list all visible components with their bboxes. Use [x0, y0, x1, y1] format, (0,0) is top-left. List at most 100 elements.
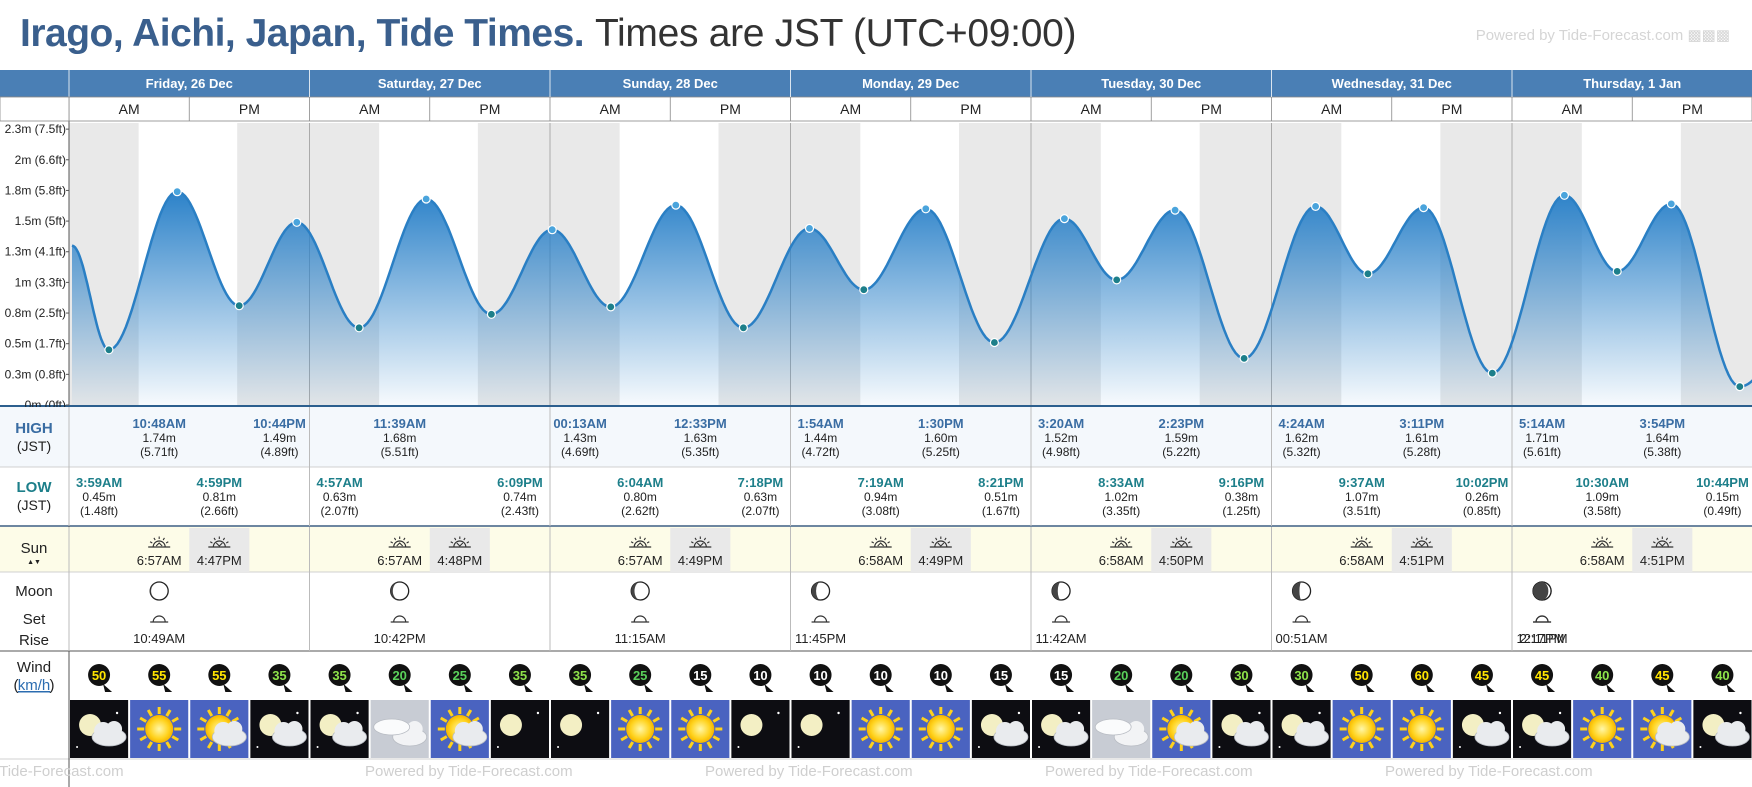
high-tide-point[interactable] — [671, 200, 681, 210]
wind-speed: 15 — [994, 668, 1008, 683]
wind-badge — [328, 664, 353, 692]
high-tide-time: 10:48AM — [132, 416, 185, 431]
sunrise-time: 6:58AM — [1339, 553, 1384, 568]
am-label: AM — [119, 101, 140, 117]
low-tide-time: 7:19AM — [858, 475, 904, 490]
sun-toggle-arrows[interactable]: ▲▼ — [27, 559, 41, 566]
sunny-icon — [1573, 700, 1632, 758]
low-tide-point[interactable] — [989, 337, 1000, 348]
high-tide-feet: (4.69ft) — [561, 445, 599, 459]
sunset-cell-bg — [1391, 528, 1452, 572]
sunrise-icon — [629, 536, 652, 548]
overcast-icon — [1092, 700, 1151, 758]
wind-badge — [629, 664, 654, 692]
low-tide-point[interactable] — [1735, 382, 1745, 392]
moonset-icon — [1292, 615, 1311, 623]
y-tick-label: 1m (3.3ft) — [15, 275, 66, 289]
pm-label: PM — [479, 101, 500, 117]
low-tide-point[interactable] — [1239, 353, 1249, 363]
wind-badge — [989, 664, 1014, 692]
high-tide-point[interactable] — [1170, 205, 1180, 215]
wind-speed: 10 — [873, 668, 887, 683]
high-tide-feet: (5.61ft) — [1523, 445, 1561, 459]
high-tide-time: 3:54PM — [1640, 416, 1686, 431]
moon-row-label: Moon — [15, 583, 53, 600]
low-tide-time: 9:16PM — [1219, 475, 1265, 490]
moonrise-icon — [1052, 615, 1071, 623]
sunny-icon — [851, 700, 910, 758]
wind-badge — [268, 664, 293, 692]
low-tide-point[interactable] — [606, 302, 616, 312]
low-tide-point[interactable] — [486, 309, 496, 319]
am-label: AM — [840, 101, 861, 117]
low-tide-time: 9:37AM — [1339, 475, 1385, 490]
wind-speed: 25 — [633, 668, 647, 683]
wind-badge — [689, 664, 714, 692]
am-label: AM — [1562, 101, 1583, 117]
high-tide-point[interactable] — [1059, 214, 1070, 224]
high-tide-meters: 1.60m — [924, 431, 957, 445]
high-tide-point[interactable] — [292, 217, 302, 227]
low-tide-meters: 1.09m — [1586, 490, 1619, 504]
moon-phase-icon — [1291, 581, 1312, 601]
high-tide-point[interactable] — [172, 187, 182, 197]
low-tide-meters: 0.63m — [323, 490, 356, 504]
low-tide-feet: (3.51ft) — [1343, 504, 1381, 518]
low-tide-point[interactable] — [354, 323, 364, 333]
moon-phase-icon — [810, 581, 831, 601]
sunset-cell-bg — [1632, 528, 1693, 572]
high-tide-meters: 1.61m — [1405, 431, 1438, 445]
low-tide-point[interactable] — [1612, 266, 1622, 276]
low-tide-point[interactable] — [1487, 368, 1497, 378]
y-tick-label: 2.3m (7.5ft) — [5, 122, 66, 136]
wind-badge — [1470, 664, 1495, 692]
high-row-label: HIGH — [15, 420, 53, 437]
high-tide-meters: 1.49m — [263, 431, 296, 445]
wind-speed: 45 — [1475, 668, 1489, 683]
high-tide-point[interactable] — [921, 204, 931, 214]
low-tide-point[interactable] — [104, 345, 114, 355]
high-tide-point[interactable] — [804, 223, 815, 233]
wind-speed: 35 — [573, 668, 587, 683]
high-tide-point[interactable] — [1666, 199, 1676, 209]
high-tide-point[interactable] — [421, 194, 431, 204]
wind-badge — [1410, 664, 1435, 692]
low-tide-feet: (0.85ft) — [1463, 504, 1501, 518]
night-cloudy-icon — [70, 700, 129, 758]
paren-open: ( — [14, 677, 19, 694]
high-tide-meters: 1.63m — [684, 431, 717, 445]
low-row-label: LOW — [17, 479, 53, 496]
wind-unit-link[interactable]: km/h — [18, 677, 51, 694]
am-label: AM — [600, 101, 621, 117]
low-tide-point[interactable] — [1112, 275, 1122, 285]
high-tide-point[interactable] — [1310, 201, 1321, 211]
wind-speed: 20 — [1174, 668, 1188, 683]
low-tide-point[interactable] — [738, 323, 749, 333]
low-tide-point[interactable] — [1363, 269, 1373, 279]
sunrise-time: 6:58AM — [1099, 553, 1144, 568]
night-cloudy-icon — [310, 700, 369, 758]
tide-area — [72, 191, 1752, 405]
high-tide-point[interactable] — [1418, 203, 1429, 213]
low-tide-feet: (2.66ft) — [200, 504, 238, 518]
night-clear-icon — [551, 700, 610, 758]
high-tide-point[interactable] — [547, 225, 557, 235]
sunset-cell-bg — [670, 528, 731, 572]
night-cloudy-icon — [1452, 700, 1511, 758]
powered-by-link[interactable]: Powered by Tide-Forecast.com ▩▩▩ — [1476, 26, 1730, 44]
low-tide-point[interactable] — [234, 301, 244, 311]
high-tide-meters: 1.43m — [563, 431, 596, 445]
high-tide-point[interactable] — [1559, 190, 1570, 200]
low-tide-point[interactable] — [859, 285, 869, 295]
low-tide-meters: 0.15m — [1706, 490, 1739, 504]
night-cloudy-icon — [1032, 700, 1091, 758]
low-tide-time: 8:33AM — [1098, 475, 1144, 490]
low-tide-time: 8:21PM — [978, 475, 1024, 490]
sunny-icon — [1392, 700, 1451, 758]
high-tide-time: 2:23PM — [1159, 416, 1205, 431]
high-tide-feet: (5.71ft) — [140, 445, 178, 459]
high-tide-feet: (5.35ft) — [681, 445, 719, 459]
wind-speed: 20 — [1114, 668, 1128, 683]
night-clear-icon — [731, 700, 790, 758]
